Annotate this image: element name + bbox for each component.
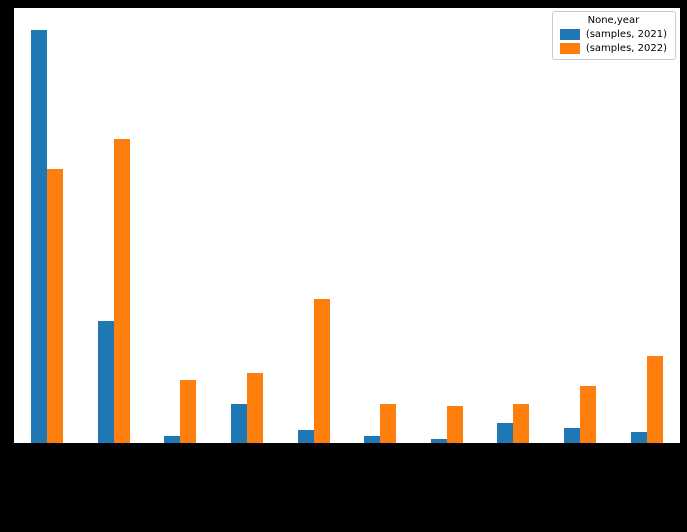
bar-samples-2022 (247, 373, 264, 443)
bar-samples-2022 (313, 299, 330, 443)
bar-group (280, 8, 347, 443)
bar-group (81, 8, 148, 443)
legend-label-2022: (samples, 2022) (585, 43, 667, 54)
bar-group (347, 8, 414, 443)
legend-entry-2022: (samples, 2022) (559, 43, 667, 54)
bar-samples-2022 (513, 403, 530, 443)
bar-samples-2022 (580, 386, 597, 443)
bar-group (214, 8, 281, 443)
bar-samples-2021 (164, 436, 181, 443)
bar-samples-2021 (297, 429, 314, 443)
bar-samples-2022 (446, 406, 463, 443)
bar-samples-2021 (430, 438, 447, 443)
bar-group (547, 8, 614, 443)
bar-samples-2022 (47, 168, 64, 443)
legend-entry-2021: (samples, 2021) (559, 29, 667, 40)
bar-samples-2022 (646, 356, 663, 443)
legend-label-2021: (samples, 2021) (585, 29, 667, 40)
legend-title: None,year (587, 15, 640, 26)
plot-area: None,year (samples, 2021) (samples, 2022… (14, 8, 680, 443)
bar-samples-2021 (97, 321, 114, 443)
bar-samples-2022 (113, 138, 130, 443)
bar-samples-2021 (564, 427, 581, 443)
bar-samples-2022 (180, 379, 197, 443)
bar-group (414, 8, 481, 443)
legend: None,year (samples, 2021) (samples, 2022… (551, 11, 676, 60)
bar-samples-2021 (364, 436, 381, 443)
bar-chart (14, 8, 680, 443)
bar-samples-2021 (497, 423, 514, 443)
bar-group (480, 8, 547, 443)
bar-group (14, 8, 81, 443)
legend-swatch-2022 (559, 43, 580, 54)
bar-samples-2021 (31, 29, 48, 443)
bar-samples-2022 (380, 403, 397, 443)
legend-swatch-2021 (559, 29, 580, 40)
bar-group (147, 8, 214, 443)
bar-samples-2021 (630, 432, 647, 443)
bar-samples-2021 (231, 403, 248, 443)
bar-group (613, 8, 680, 443)
